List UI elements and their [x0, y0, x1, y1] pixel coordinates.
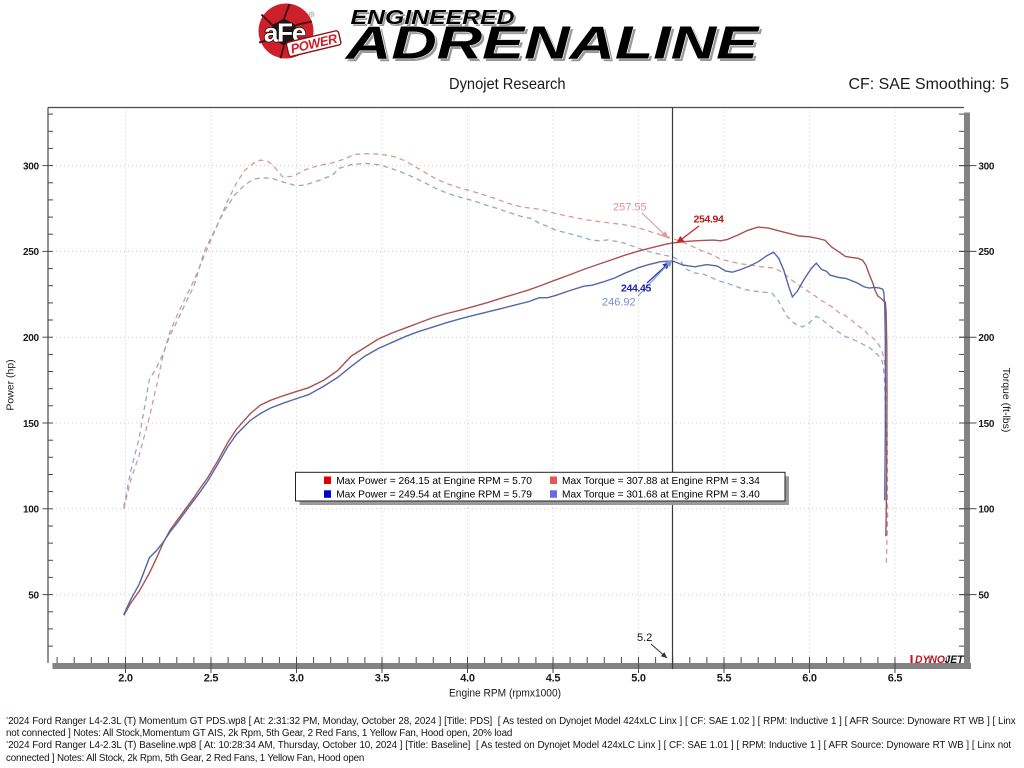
svg-text:JET: JET — [945, 654, 965, 666]
svg-text:Dynojet Research: Dynojet Research — [449, 76, 566, 93]
svg-text:ENGINEERED: ENGINEERED — [351, 7, 515, 29]
svg-text:5.2: 5.2 — [637, 632, 652, 644]
svg-text:ENGINEERED: ENGINEERED — [353, 9, 517, 31]
svg-text:R: R — [310, 13, 314, 19]
svg-text:6.5: 6.5 — [888, 673, 903, 685]
svg-text:5.0: 5.0 — [631, 673, 646, 685]
svg-text:Max Torque = 301.68 at Engine: Max Torque = 301.68 at Engine RPM = 3.40 — [562, 490, 760, 501]
svg-text:50: 50 — [28, 590, 39, 601]
svg-text:100: 100 — [23, 505, 40, 516]
svg-text:246.92: 246.92 — [602, 297, 636, 309]
svg-text:2.5: 2.5 — [204, 673, 219, 685]
svg-text:257.55: 257.55 — [613, 202, 647, 214]
svg-text:CF: SAE Smoothing: 5: CF: SAE Smoothing: 5 — [849, 76, 1010, 93]
svg-text:Torque (ft-lbs): Torque (ft-lbs) — [1000, 368, 1012, 433]
svg-text:DYNO: DYNO — [915, 654, 945, 666]
svg-text:3.0: 3.0 — [289, 673, 304, 685]
svg-text:254.94: 254.94 — [694, 214, 725, 226]
svg-text:200: 200 — [23, 333, 40, 344]
svg-text:Max Power = 264.15 at Engine R: Max Power = 264.15 at Engine RPM = 5.70 — [336, 476, 532, 487]
svg-text:Engine RPM (rpmx1000): Engine RPM (rpmx1000) — [449, 688, 561, 700]
svg-text:2.0: 2.0 — [118, 673, 133, 685]
svg-text:6.0: 6.0 — [802, 673, 817, 685]
svg-text:300: 300 — [978, 161, 995, 172]
svg-text:Power (hp): Power (hp) — [5, 359, 17, 410]
svg-text:250: 250 — [23, 247, 40, 258]
svg-text:300: 300 — [23, 161, 40, 172]
svg-text:250: 250 — [978, 247, 995, 258]
svg-text:150: 150 — [978, 419, 995, 430]
svg-text:ADRENALINE: ADRENALINE — [347, 19, 762, 71]
svg-text:Max Torque = 307.88 at Engine: Max Torque = 307.88 at Engine RPM = 3.34 — [562, 476, 760, 487]
svg-text:244.45: 244.45 — [621, 283, 652, 295]
svg-text:100: 100 — [978, 505, 995, 516]
svg-text:3.5: 3.5 — [375, 673, 390, 685]
svg-text:150: 150 — [23, 419, 40, 430]
svg-text:4.0: 4.0 — [460, 673, 475, 685]
svg-text:ADRENALINE: ADRENALINE — [345, 17, 760, 69]
svg-text:Max Power = 249.54 at Engine R: Max Power = 249.54 at Engine RPM = 5.79 — [336, 490, 532, 501]
svg-text:50: 50 — [978, 590, 989, 601]
svg-text:5.5: 5.5 — [717, 673, 732, 685]
svg-text:aFe: aFe — [264, 18, 306, 48]
svg-text:4.5: 4.5 — [546, 673, 561, 685]
svg-text:200: 200 — [978, 333, 995, 344]
